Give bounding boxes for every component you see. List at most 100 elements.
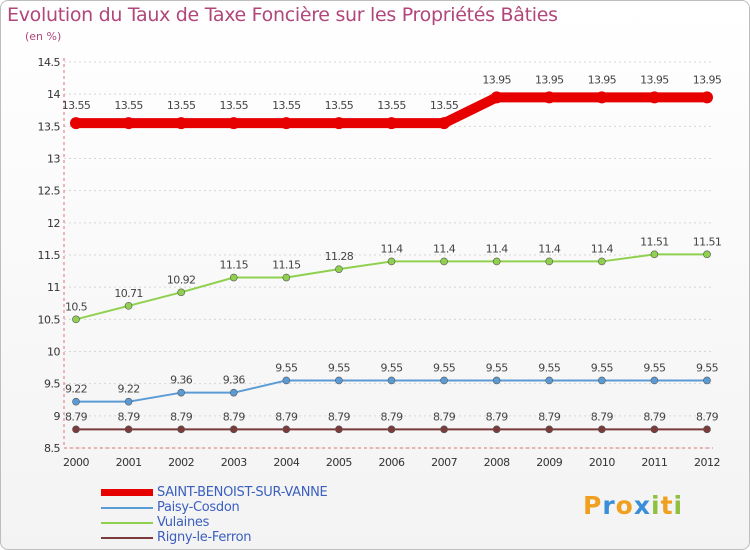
data-label: 8.79 xyxy=(433,410,456,423)
data-point xyxy=(703,376,711,385)
data-point xyxy=(175,117,188,130)
x-tick-label: 2009 xyxy=(536,456,562,469)
data-point xyxy=(648,91,661,104)
data-label: 13.55 xyxy=(167,99,196,112)
data-label: 13.95 xyxy=(482,73,511,86)
data-point xyxy=(492,257,501,266)
data-label: 8.79 xyxy=(538,410,561,423)
y-tick-label: 10 xyxy=(47,346,60,359)
proxiti-logo: Proxiti xyxy=(583,491,683,520)
logo-letter: r xyxy=(602,491,616,520)
logo-letter: P xyxy=(583,491,603,520)
data-point xyxy=(545,425,554,434)
data-label: 8.79 xyxy=(170,410,193,423)
data-label: 13.55 xyxy=(62,99,91,112)
logo-letter: o xyxy=(615,491,634,520)
y-tick-label: 14 xyxy=(47,88,60,101)
data-label: 13.55 xyxy=(430,99,459,112)
legend-swatch-vulaines xyxy=(101,521,153,524)
y-axis-unit: (en %) xyxy=(25,30,62,43)
data-point xyxy=(229,273,238,282)
y-tick-label: 10.5 xyxy=(38,313,61,326)
data-point xyxy=(545,376,554,385)
y-tick-label: 11 xyxy=(47,281,60,294)
data-point xyxy=(282,376,291,385)
data-label: 8.79 xyxy=(118,410,141,423)
data-label: 10.92 xyxy=(167,273,196,286)
data-point xyxy=(332,117,345,130)
legend-item-rigny-le-ferron: Rigny-le-Ferron xyxy=(101,530,327,545)
data-label: 9.55 xyxy=(643,361,666,374)
data-point xyxy=(177,425,185,434)
data-label: 9.55 xyxy=(328,361,351,374)
legend-swatch-saint-benoist xyxy=(101,489,153,496)
x-tick-label: 2012 xyxy=(694,456,720,469)
data-point xyxy=(282,425,291,434)
data-label: 8.79 xyxy=(486,410,509,423)
data-label: 8.79 xyxy=(275,410,298,423)
data-point xyxy=(124,397,133,406)
x-tick-label: 2005 xyxy=(326,456,352,469)
line-chart: 8.5 9 9.5 10 10.5 11 11.5 12 12.5 13 13.5 14 14.5 200… xyxy=(38,56,723,469)
logo-letter: t xyxy=(660,491,674,520)
data-point xyxy=(598,376,606,385)
data-point xyxy=(72,315,80,324)
x-tick-label: 2011 xyxy=(641,456,667,469)
data-label: 11.4 xyxy=(591,242,614,255)
data-label: 9.55 xyxy=(696,361,719,374)
data-point xyxy=(703,425,711,434)
data-point xyxy=(229,388,238,397)
data-label: 11.4 xyxy=(433,242,456,255)
data-label: 9.22 xyxy=(65,383,87,396)
data-label: 9.22 xyxy=(118,383,140,396)
data-label: 13.95 xyxy=(640,73,669,86)
data-point xyxy=(280,117,293,130)
data-label: 10.71 xyxy=(114,287,143,300)
data-label: 13.55 xyxy=(377,99,406,112)
data-point xyxy=(72,397,80,406)
x-tick-label: 2000 xyxy=(63,456,89,469)
data-point xyxy=(124,425,133,434)
data-label: 9.55 xyxy=(380,361,403,374)
data-label: 9.55 xyxy=(591,361,614,374)
x-tick-label: 2008 xyxy=(484,456,510,469)
legend: SAINT-BENOIST-SUR-VANNE Paisy-Cosdon Vul… xyxy=(101,485,328,545)
data-label: 13.55 xyxy=(325,99,354,112)
data-point xyxy=(703,250,711,259)
data-point xyxy=(598,425,606,434)
chart-title: Evolution du Taux de Taxe Foncière sur l… xyxy=(7,4,558,26)
data-label: 11.4 xyxy=(486,242,509,255)
legend-swatch-paisy-cosdon xyxy=(101,506,153,509)
data-label: 13.55 xyxy=(114,99,143,112)
data-point xyxy=(122,117,135,130)
legend-label: Vulaines xyxy=(157,515,210,530)
data-point xyxy=(440,425,448,434)
data-point xyxy=(385,117,398,130)
data-point xyxy=(543,91,556,104)
data-point xyxy=(595,91,608,104)
x-tick-label: 2003 xyxy=(221,456,247,469)
data-point xyxy=(335,425,343,434)
data-label: 13.55 xyxy=(272,99,301,112)
data-label: 11.4 xyxy=(380,242,403,255)
data-label: 11.15 xyxy=(272,259,301,272)
data-point xyxy=(177,288,185,297)
logo-letter: i xyxy=(651,491,661,520)
data-point xyxy=(227,117,240,130)
data-point xyxy=(124,302,133,310)
data-point xyxy=(70,117,82,130)
data-point xyxy=(545,257,554,266)
data-label: 9.36 xyxy=(223,374,246,387)
x-tick-label: 2006 xyxy=(379,456,405,469)
legend-label: Paisy-Cosdon xyxy=(157,500,240,515)
x-tick-label: 2010 xyxy=(589,456,615,469)
data-point xyxy=(177,388,185,397)
data-point xyxy=(229,425,238,434)
data-label: 8.79 xyxy=(380,410,403,423)
data-point xyxy=(650,250,659,259)
y-tick-label: 11.5 xyxy=(38,249,61,262)
data-point xyxy=(335,376,343,385)
data-label: 9.55 xyxy=(486,361,509,374)
data-point xyxy=(492,425,501,434)
